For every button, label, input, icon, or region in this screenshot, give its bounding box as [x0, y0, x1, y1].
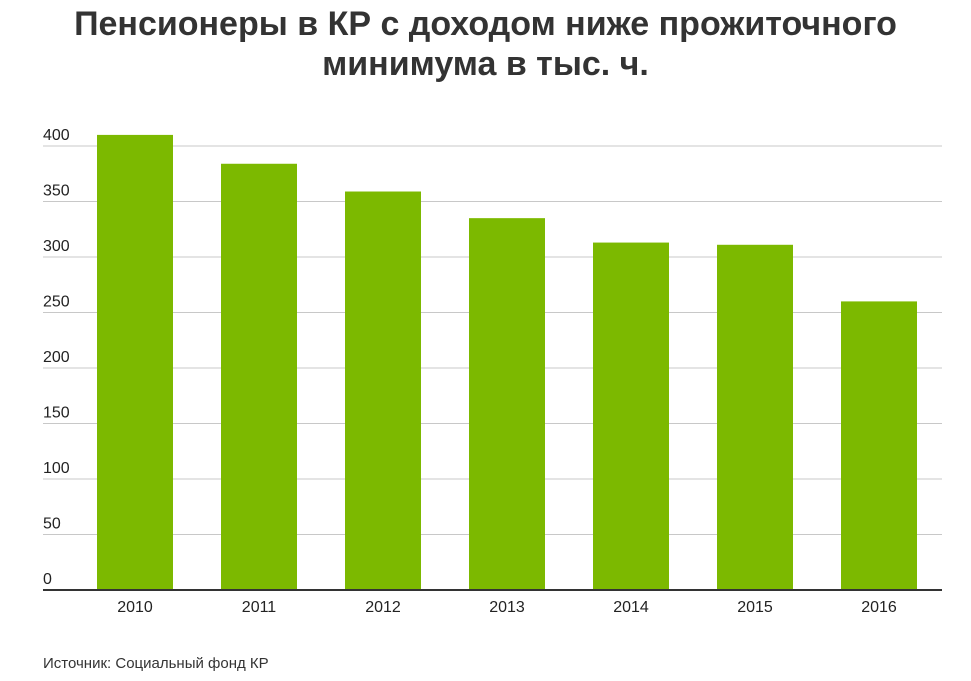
x-tick-label-2016: 2016	[861, 599, 897, 616]
chart-title: Пенсионеры в КР с доходом ниже прожиточн…	[0, 4, 971, 84]
x-tick-label-2010: 2010	[117, 599, 153, 616]
bar-2016	[841, 301, 917, 590]
y-tick-label-50: 50	[43, 516, 61, 533]
source-note: Источник: Социальный фонд КР	[43, 655, 269, 672]
x-tick-label-2013: 2013	[489, 599, 525, 616]
chart-title-line-2: минимума в тыс. ч.	[322, 45, 649, 83]
y-tick-label-400: 400	[43, 127, 70, 144]
y-tick-label-250: 250	[43, 294, 70, 311]
bar-2013	[469, 218, 545, 590]
bar-2014	[593, 242, 669, 590]
bar-2010	[97, 134, 173, 590]
x-tick-label-2014: 2014	[613, 599, 649, 616]
y-tick-label-350: 350	[43, 183, 70, 200]
y-tick-label-150: 150	[43, 405, 70, 422]
y-tick-label-200: 200	[43, 349, 70, 366]
y-tick-label-300: 300	[43, 238, 70, 255]
bar-2012	[345, 191, 421, 590]
x-tick-label-2012: 2012	[365, 599, 401, 616]
y-tick-label-100: 100	[43, 460, 70, 477]
bar-2015	[717, 244, 793, 591]
chart-title-line-1: Пенсионеры в КР с доходом ниже прожиточн…	[74, 5, 897, 43]
x-tick-label-2015: 2015	[737, 599, 773, 616]
bar-2011	[221, 163, 297, 590]
y-tick-label-0: 0	[43, 571, 52, 588]
x-tick-label-2011: 2011	[242, 599, 277, 616]
